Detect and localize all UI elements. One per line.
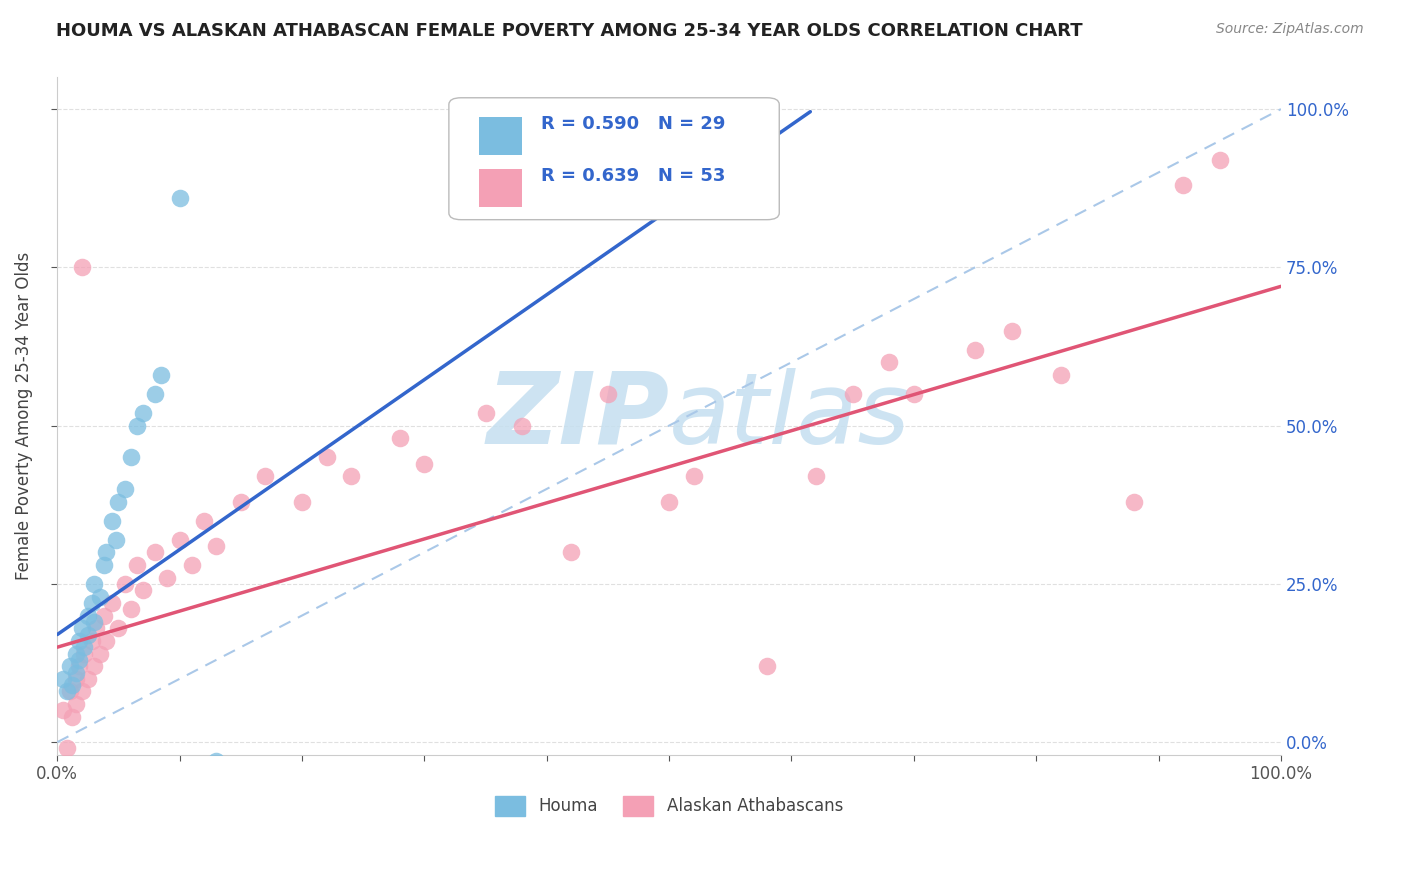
- Point: [96, 633, 118, 648]
- Point: [60, 710, 83, 724]
- Point: [65, 672, 87, 686]
- Point: [169, 533, 191, 547]
- FancyBboxPatch shape: [449, 98, 779, 219]
- Point: [77, 672, 100, 686]
- Point: [413, 457, 436, 471]
- Text: HOUMA VS ALASKAN ATHABASCAN FEMALE POVERTY AMONG 25-34 YEAR OLDS CORRELATION CHA: HOUMA VS ALASKAN ATHABASCAN FEMALE POVER…: [56, 22, 1083, 40]
- Point: [114, 577, 136, 591]
- Point: [120, 602, 142, 616]
- Point: [73, 640, 96, 655]
- Point: [101, 514, 124, 528]
- Text: R = 0.590   N = 29: R = 0.590 N = 29: [541, 115, 725, 133]
- Point: [56, 684, 79, 698]
- Point: [77, 608, 100, 623]
- Point: [120, 450, 142, 465]
- FancyBboxPatch shape: [479, 118, 522, 154]
- Point: [70, 684, 93, 698]
- Point: [83, 577, 105, 591]
- Point: [65, 697, 87, 711]
- Point: [60, 678, 83, 692]
- Text: ZIP: ZIP: [486, 368, 669, 465]
- Point: [70, 260, 93, 275]
- Point: [388, 431, 411, 445]
- Point: [52, 672, 75, 686]
- Point: [89, 590, 111, 604]
- Point: [80, 633, 103, 648]
- Point: [315, 450, 337, 465]
- Point: [83, 659, 105, 673]
- Point: [132, 406, 155, 420]
- Point: [89, 647, 111, 661]
- Point: [93, 608, 115, 623]
- Point: [73, 647, 96, 661]
- Point: [56, 741, 79, 756]
- Point: [67, 659, 90, 673]
- Point: [1123, 494, 1146, 508]
- Point: [105, 533, 128, 547]
- Point: [841, 387, 863, 401]
- Point: [77, 627, 100, 641]
- Point: [340, 469, 363, 483]
- Text: Source: ZipAtlas.com: Source: ZipAtlas.com: [1216, 22, 1364, 37]
- Point: [205, 539, 228, 553]
- Point: [125, 558, 148, 572]
- Point: [52, 704, 75, 718]
- Point: [65, 647, 87, 661]
- Point: [101, 596, 124, 610]
- Point: [682, 469, 704, 483]
- Point: [510, 418, 533, 433]
- Point: [903, 387, 925, 401]
- Point: [93, 558, 115, 572]
- Point: [229, 494, 252, 508]
- Point: [963, 343, 986, 357]
- Point: [125, 418, 148, 433]
- Text: R = 0.639   N = 53: R = 0.639 N = 53: [541, 167, 725, 185]
- Point: [83, 615, 105, 629]
- Point: [86, 621, 108, 635]
- Point: [58, 684, 80, 698]
- Point: [205, 754, 228, 768]
- Y-axis label: Female Poverty Among 25-34 Year Olds: Female Poverty Among 25-34 Year Olds: [15, 252, 32, 580]
- Legend: Houma, Alaskan Athabascans: Houma, Alaskan Athabascans: [489, 789, 849, 822]
- Point: [70, 621, 93, 635]
- Point: [180, 558, 202, 572]
- Point: [114, 482, 136, 496]
- Text: atlas: atlas: [669, 368, 911, 465]
- Point: [254, 469, 277, 483]
- Point: [1049, 368, 1071, 382]
- Point: [143, 387, 166, 401]
- Point: [80, 596, 103, 610]
- Point: [291, 494, 314, 508]
- Point: [193, 514, 215, 528]
- Point: [169, 191, 191, 205]
- Point: [107, 494, 129, 508]
- Point: [756, 659, 779, 673]
- Point: [1171, 178, 1194, 192]
- Point: [879, 355, 901, 369]
- Point: [1209, 153, 1232, 167]
- Point: [67, 633, 90, 648]
- Point: [150, 368, 173, 382]
- Point: [65, 665, 87, 680]
- Point: [474, 406, 496, 420]
- Point: [96, 545, 118, 559]
- Point: [804, 469, 827, 483]
- Point: [107, 621, 129, 635]
- Point: [560, 545, 582, 559]
- FancyBboxPatch shape: [479, 169, 522, 207]
- Point: [156, 570, 179, 584]
- Point: [67, 653, 90, 667]
- Point: [596, 387, 619, 401]
- Point: [132, 583, 155, 598]
- Point: [658, 494, 681, 508]
- Point: [143, 545, 166, 559]
- Point: [1001, 324, 1024, 338]
- Point: [58, 659, 80, 673]
